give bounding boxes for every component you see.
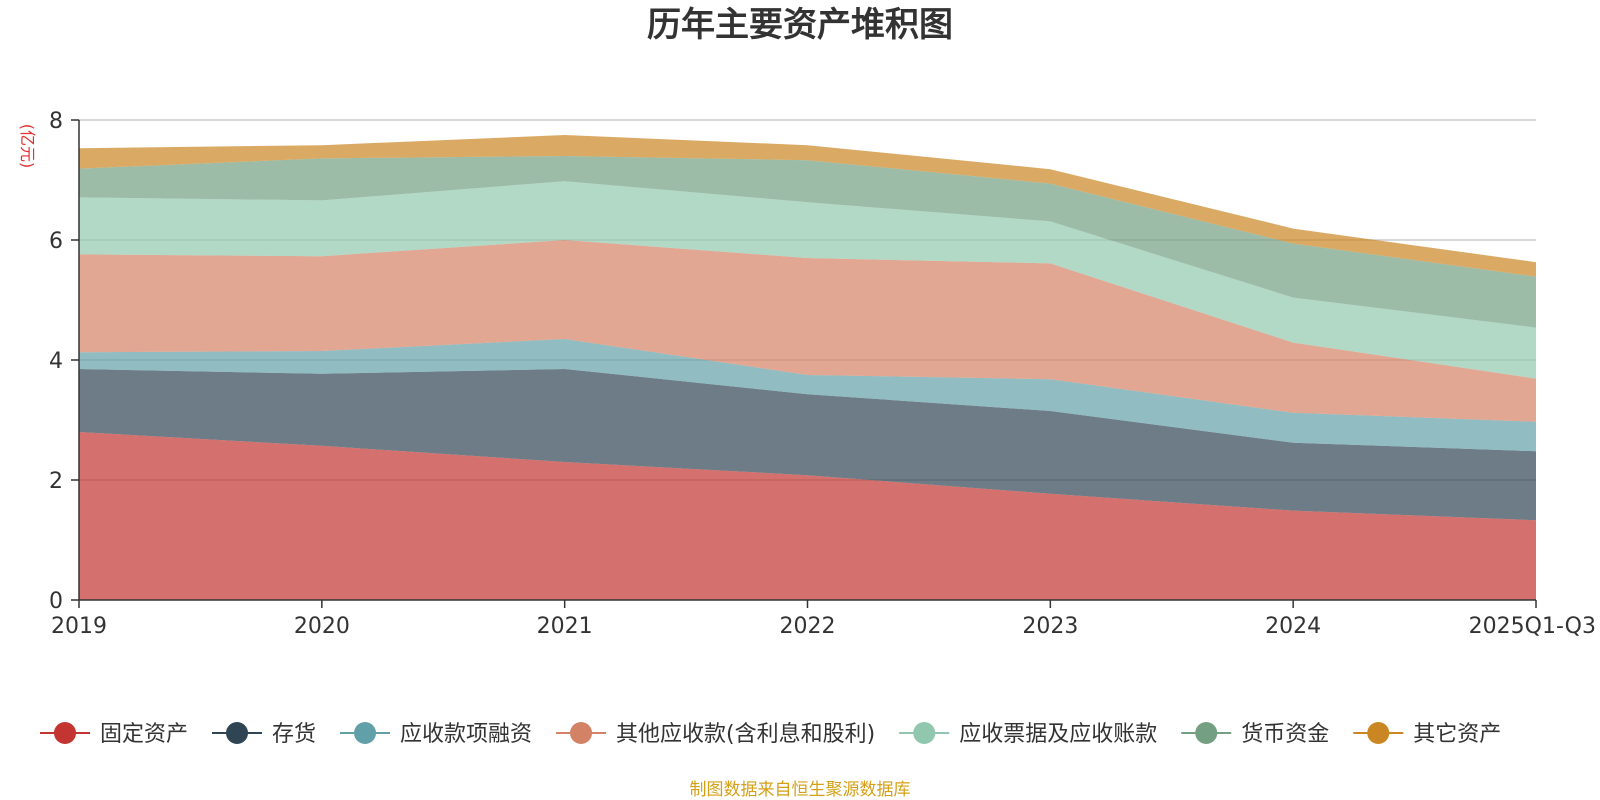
y-tick-label: 6 bbox=[49, 229, 63, 254]
legend-label: 固定资产 bbox=[100, 722, 188, 747]
area-series-2 bbox=[79, 339, 1536, 452]
legend-label: 其他应收款(含利息和股利) bbox=[616, 722, 875, 747]
y-tick-label: 2 bbox=[49, 469, 63, 494]
x-tick-label: 2020 bbox=[294, 614, 350, 639]
area-series-5 bbox=[79, 156, 1536, 328]
x-tick-label: 2025Q1-Q3 bbox=[1469, 614, 1596, 639]
x-tick-label: 2021 bbox=[537, 614, 593, 639]
legend-item[interactable]: 固定资产 bbox=[40, 722, 188, 747]
legend-marker bbox=[54, 722, 76, 744]
legend-item[interactable]: 存货 bbox=[212, 722, 316, 747]
legend-marker bbox=[1195, 722, 1218, 744]
legend-marker bbox=[913, 722, 936, 744]
legend-marker bbox=[570, 722, 593, 744]
x-tick-label: 2024 bbox=[1265, 614, 1321, 639]
area-series-0 bbox=[79, 432, 1536, 600]
legend-marker bbox=[226, 722, 249, 744]
legend-marker bbox=[1367, 722, 1390, 744]
chart-title: 历年主要资产堆积图 bbox=[647, 5, 953, 45]
source-note: 制图数据来自恒生聚源数据库 bbox=[690, 780, 911, 800]
legend: 固定资产 存货 应收款项融资 其他应收款(含利息和股利) 应收票据及应收账款 货币资金 其它… bbox=[40, 722, 1501, 747]
legend-label: 货币资金 bbox=[1241, 722, 1329, 747]
legend-item[interactable]: 应收票据及应收账款 bbox=[899, 722, 1157, 747]
x-tick-label: 2023 bbox=[1022, 614, 1078, 639]
legend-label: 其它资产 bbox=[1413, 722, 1501, 747]
y-axis-unit-label: (亿元) bbox=[18, 124, 37, 169]
legend-item[interactable]: 货币资金 bbox=[1181, 722, 1329, 747]
legend-label: 存货 bbox=[272, 722, 316, 747]
x-tick-label: 2022 bbox=[780, 614, 836, 639]
legend-marker bbox=[354, 722, 377, 744]
axes: 0 2 4 6 8 2019 2020 2021 2022 2023 2024 2025Q1-Q3 bbox=[49, 109, 1596, 639]
legend-item[interactable]: 其它资产 bbox=[1353, 722, 1501, 747]
legend-label: 应收票据及应收账款 bbox=[959, 722, 1157, 747]
legend-item[interactable]: 应收款项融资 bbox=[340, 722, 532, 747]
x-tick-label: 2019 bbox=[51, 614, 107, 639]
area-series-6 bbox=[79, 135, 1536, 277]
area-series-4 bbox=[79, 181, 1536, 379]
y-tick-label: 8 bbox=[49, 109, 63, 134]
y-tick-label: 4 bbox=[49, 349, 63, 374]
area-series bbox=[79, 135, 1536, 600]
area-series-3 bbox=[79, 240, 1536, 422]
legend-label: 应收款项融资 bbox=[400, 722, 532, 747]
legend-item[interactable]: 其他应收款(含利息和股利) bbox=[556, 722, 875, 747]
area-series-1 bbox=[79, 369, 1536, 521]
y-tick-label: 0 bbox=[49, 589, 63, 614]
